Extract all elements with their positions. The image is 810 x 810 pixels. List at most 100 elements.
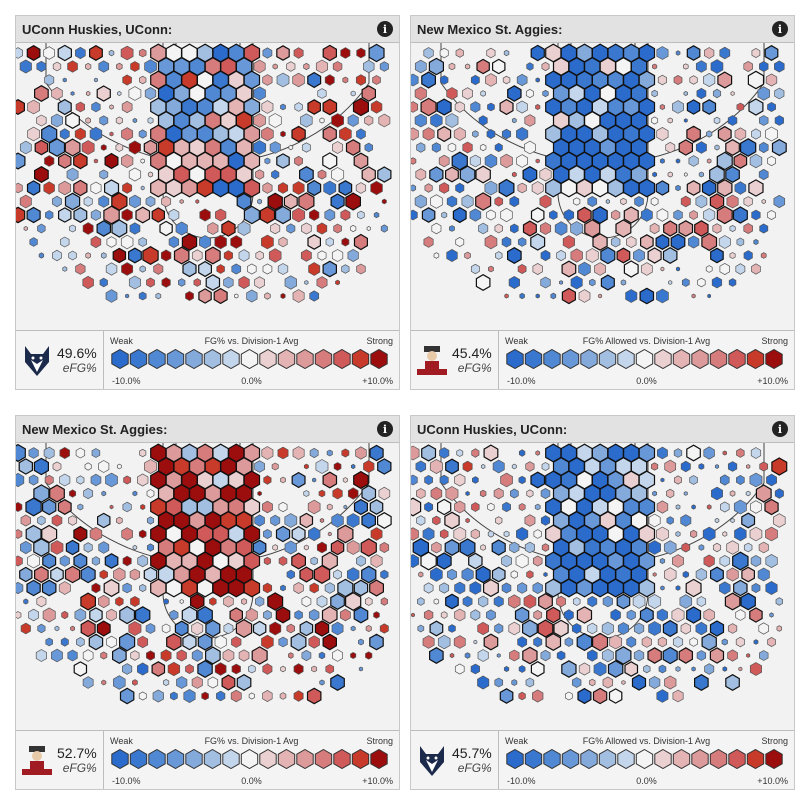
shot-hex[interactable]	[689, 475, 698, 485]
shot-hex[interactable]	[16, 555, 23, 567]
shot-hex[interactable]	[451, 151, 468, 171]
shot-hex[interactable]	[686, 125, 701, 143]
shot-hex[interactable]	[469, 208, 482, 222]
shot-hex[interactable]	[712, 542, 722, 553]
shot-hex[interactable]	[185, 290, 194, 302]
shot-hex[interactable]	[411, 527, 419, 541]
shot-hex[interactable]	[564, 637, 574, 647]
shot-hex[interactable]	[139, 75, 147, 85]
shot-hex[interactable]	[516, 126, 529, 142]
shot-hex[interactable]	[261, 446, 274, 460]
shot-hex[interactable]	[65, 112, 80, 129]
shot-hex[interactable]	[714, 144, 720, 151]
shot-hex[interactable]	[290, 632, 307, 652]
shot-hex[interactable]	[228, 578, 245, 598]
shot-hex[interactable]	[667, 171, 673, 178]
shot-hex[interactable]	[592, 632, 609, 652]
shot-hex[interactable]	[727, 115, 738, 126]
shot-hex[interactable]	[261, 234, 274, 250]
shot-hex[interactable]	[243, 578, 261, 598]
shot-hex[interactable]	[576, 606, 593, 624]
shot-hex[interactable]	[58, 581, 71, 595]
shot-hex[interactable]	[500, 207, 513, 223]
shot-hex[interactable]	[694, 674, 709, 691]
shot-hex[interactable]	[70, 91, 75, 96]
shot-hex[interactable]	[301, 142, 311, 153]
shot-hex[interactable]	[23, 225, 28, 232]
shot-hex[interactable]	[482, 578, 499, 598]
shot-hex[interactable]	[91, 582, 101, 594]
shot-hex[interactable]	[16, 529, 23, 539]
shot-hex[interactable]	[703, 446, 715, 460]
shot-hex[interactable]	[662, 619, 678, 638]
shot-hex[interactable]	[511, 463, 517, 470]
shot-hex[interactable]	[363, 459, 375, 474]
shot-hex[interactable]	[750, 447, 762, 459]
shot-hex[interactable]	[122, 74, 132, 86]
shot-hex[interactable]	[441, 211, 448, 219]
shot-hex[interactable]	[518, 449, 526, 457]
shot-hex[interactable]	[353, 470, 369, 490]
shot-hex[interactable]	[307, 99, 321, 115]
shot-hex[interactable]	[151, 207, 165, 223]
shot-hex[interactable]	[181, 178, 198, 198]
shot-hex[interactable]	[28, 447, 39, 459]
shot-hex[interactable]	[593, 661, 607, 677]
shot-hex[interactable]	[236, 674, 252, 691]
shot-hex[interactable]	[122, 182, 133, 194]
shot-hex[interactable]	[683, 491, 688, 496]
shot-hex[interactable]	[100, 252, 107, 259]
shot-hex[interactable]	[62, 266, 68, 272]
shot-hex[interactable]	[212, 578, 229, 598]
shot-hex[interactable]	[634, 195, 644, 208]
shot-hex[interactable]	[356, 555, 366, 567]
shot-hex[interactable]	[600, 274, 615, 291]
shot-hex[interactable]	[291, 552, 306, 570]
shot-hex[interactable]	[209, 597, 217, 606]
shot-hex[interactable]	[494, 142, 503, 153]
shot-hex[interactable]	[683, 172, 688, 177]
shot-hex[interactable]	[726, 540, 739, 555]
shot-hex[interactable]	[176, 676, 188, 689]
shot-hex[interactable]	[238, 275, 250, 290]
shot-hex[interactable]	[674, 475, 682, 485]
shot-hex[interactable]	[411, 209, 418, 221]
shot-hex[interactable]	[325, 664, 335, 674]
shot-hex[interactable]	[722, 531, 728, 537]
shot-hex[interactable]	[319, 117, 325, 124]
shot-hex[interactable]	[765, 73, 778, 87]
shot-hex[interactable]	[538, 593, 553, 610]
shot-hex[interactable]	[464, 63, 471, 70]
shot-hex[interactable]	[27, 553, 40, 569]
shot-hex[interactable]	[317, 250, 327, 261]
shot-hex[interactable]	[652, 572, 657, 577]
shot-hex[interactable]	[294, 155, 303, 167]
shot-hex[interactable]	[620, 279, 627, 286]
shot-hex[interactable]	[109, 504, 114, 510]
shot-hex[interactable]	[452, 206, 467, 224]
shot-hex[interactable]	[649, 222, 660, 235]
shot-hex[interactable]	[431, 541, 442, 554]
shot-hex[interactable]	[181, 233, 198, 251]
shot-hex[interactable]	[444, 511, 460, 530]
shot-hex[interactable]	[122, 582, 132, 594]
shot-hex[interactable]	[91, 101, 101, 113]
shot-hex[interactable]	[475, 565, 491, 584]
shot-hex[interactable]	[364, 142, 373, 153]
shot-hex[interactable]	[675, 158, 681, 164]
shot-hex[interactable]	[48, 138, 66, 157]
shot-hex[interactable]	[28, 474, 39, 486]
shot-hex[interactable]	[308, 262, 321, 276]
shot-hex[interactable]	[73, 661, 88, 677]
shot-hex[interactable]	[343, 504, 348, 510]
shot-hex[interactable]	[237, 221, 251, 236]
shot-hex[interactable]	[138, 691, 147, 701]
shot-hex[interactable]	[132, 544, 138, 551]
shot-hex[interactable]	[577, 687, 592, 705]
shot-hex[interactable]	[117, 90, 122, 97]
shot-hex[interactable]	[686, 606, 702, 624]
shot-hex[interactable]	[246, 289, 258, 303]
shot-hex[interactable]	[129, 194, 141, 209]
shot-hex[interactable]	[417, 597, 425, 606]
shot-hex[interactable]	[516, 526, 529, 542]
